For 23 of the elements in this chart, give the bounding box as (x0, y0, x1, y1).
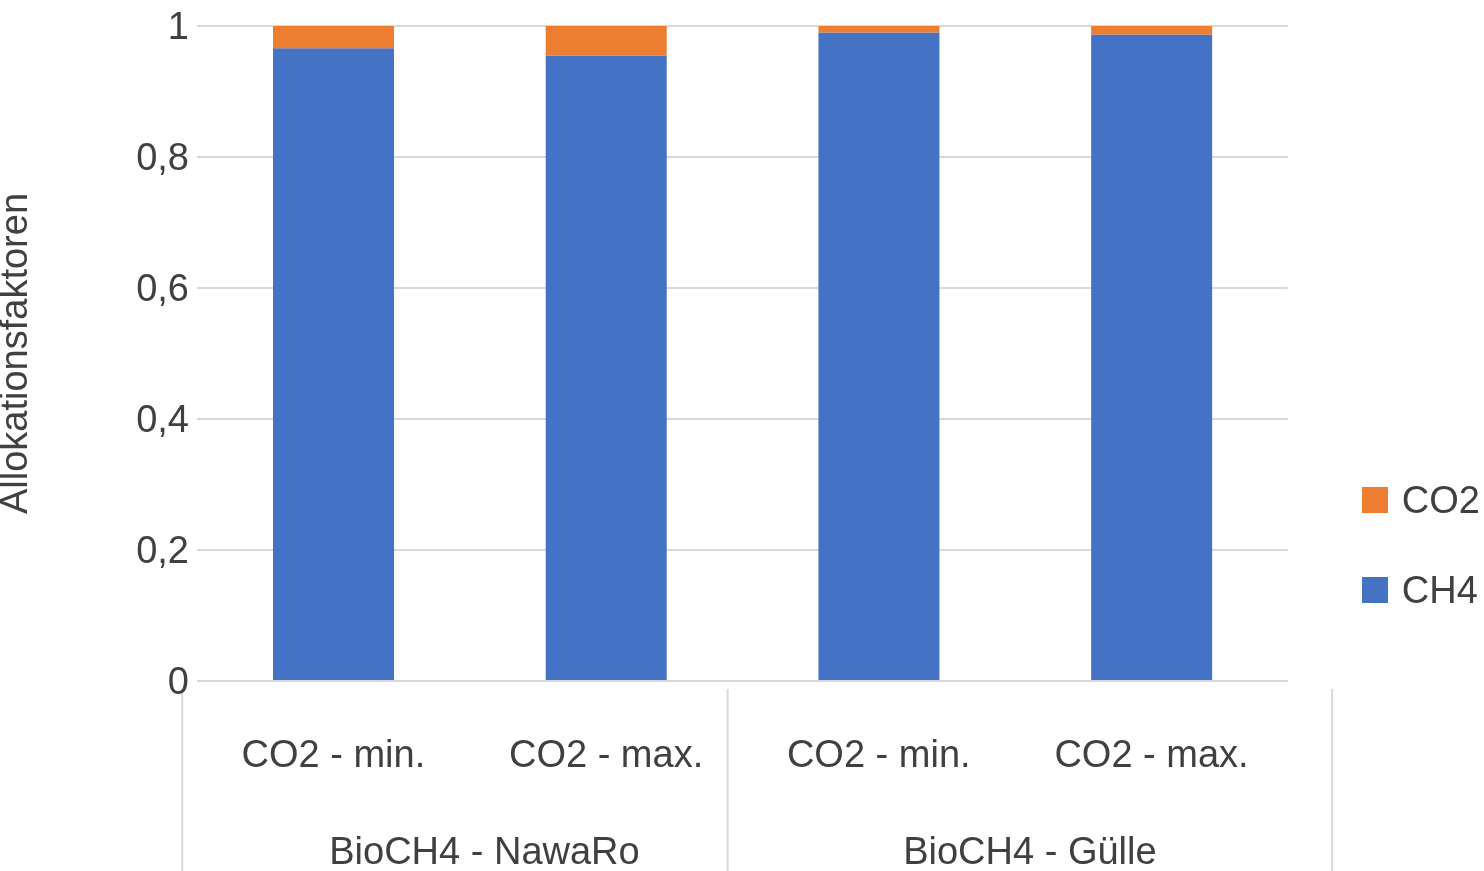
bar (273, 26, 394, 49)
x-tick-label: CO2 - min. (786, 733, 971, 775)
y-tick-label: 0 (167, 660, 189, 703)
y-tick-label: 0,2 (136, 529, 189, 572)
bar (1091, 26, 1213, 35)
bar (273, 48, 394, 681)
y-tick-label: 0,4 (136, 398, 189, 441)
y-tick-label: 0,8 (136, 136, 189, 179)
bar (545, 26, 667, 56)
text: BioCH4 - Gülle (903, 830, 1157, 871)
bar (1091, 34, 1213, 681)
y-axis-title: Allokationsfaktoren (0, 192, 36, 515)
bar (818, 26, 940, 33)
legend-label: CO2 (1401, 478, 1480, 522)
bar (545, 55, 667, 681)
legend-label: CH4 (1401, 568, 1478, 612)
x-tick-label: CO2 - max. (508, 733, 704, 775)
x-tick-label: CO2 - min. (241, 733, 426, 775)
text: BioCH4 - NawaRo (329, 830, 640, 871)
y-tick-label: 1 (167, 5, 189, 48)
x-tick-label: CO2 - max. (1054, 733, 1249, 775)
y-tick-label: 0,6 (136, 267, 189, 310)
bar (818, 32, 940, 681)
